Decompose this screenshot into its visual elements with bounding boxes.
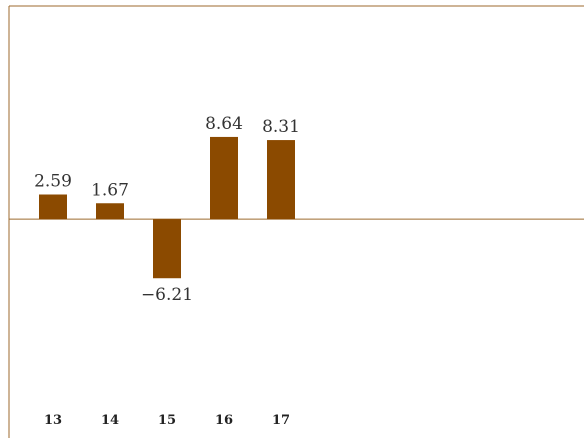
bars-group [39,136,295,279]
bar-15 [153,219,181,279]
data-labels-group: 2.59 1.67 −6.21 8.64 8.31 [34,114,300,305]
data-label-16: 8.64 [205,114,243,134]
x-tick-label-13: 13 [44,413,62,428]
data-label-17: 8.31 [262,117,300,137]
bar-13 [39,194,67,220]
bar-16 [210,136,238,220]
data-label-13: 2.59 [34,172,72,192]
x-tick-label-14: 14 [101,413,119,428]
data-label-15: −6.21 [141,285,193,305]
data-label-14: 1.67 [91,180,129,200]
x-tick-label-15: 15 [158,413,176,428]
bar-17 [267,140,295,220]
x-tick-label-17: 17 [272,413,290,428]
x-tick-labels-group: 13 14 15 16 17 [44,413,290,428]
x-tick-label-16: 16 [215,413,233,428]
bar-14 [96,203,124,220]
